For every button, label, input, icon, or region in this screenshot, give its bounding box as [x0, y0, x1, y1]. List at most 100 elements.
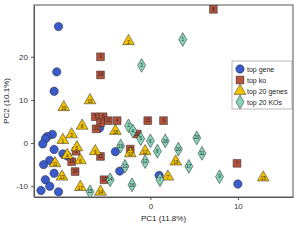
point-label: 12 [98, 154, 104, 159]
point-label: 3 [99, 54, 102, 59]
point [174, 142, 182, 156]
legend-label: top ko [247, 77, 266, 85]
point-label: 9 [94, 150, 97, 155]
point [68, 158, 76, 166]
point-label: 14 [108, 177, 114, 182]
point-label: 7 [159, 177, 162, 182]
point-label: 11 [200, 151, 205, 156]
point-label: 16 [87, 99, 93, 104]
legend-symbol [236, 95, 244, 109]
point [234, 180, 242, 188]
point [50, 87, 58, 95]
point-label: 2 [127, 123, 130, 128]
point-label: 9 [218, 174, 221, 179]
plot-frame [34, 5, 293, 197]
point-label: 12 [143, 159, 149, 164]
point [76, 119, 88, 129]
point-label: 8 [212, 7, 215, 12]
point [74, 180, 86, 190]
y-axis: -1001020 [16, 6, 34, 198]
point [156, 173, 164, 187]
tick-label: 10 [234, 202, 243, 211]
legend: top genetop kotop 20 genestop 20 KOs [232, 61, 292, 109]
point-label: 15 [87, 189, 93, 194]
point [95, 185, 107, 195]
point [162, 170, 174, 180]
point-label: 10 [176, 147, 182, 152]
point [53, 68, 61, 76]
point-label: 6 [102, 114, 105, 119]
point-label: 7 [167, 175, 170, 180]
point-label: 11 [53, 162, 58, 167]
point [58, 100, 70, 110]
point [97, 71, 105, 79]
plot: 010-100102083145611213415920116181219717… [16, 5, 293, 211]
point [138, 59, 146, 73]
point [109, 124, 121, 134]
point [61, 148, 73, 158]
point-label: 19 [118, 144, 124, 149]
point-label: 1 [62, 139, 65, 144]
point [106, 173, 114, 187]
point [144, 117, 152, 125]
point-label: 5 [94, 114, 97, 119]
point-label: 4 [116, 118, 119, 123]
point-label: 2 [99, 120, 102, 125]
point [124, 147, 136, 157]
point [66, 128, 78, 138]
point-label: 5 [76, 146, 79, 151]
point [123, 34, 135, 44]
legend-symbol [234, 84, 246, 94]
point [146, 134, 154, 148]
tick: 10 [234, 197, 243, 211]
tick: 0 [24, 139, 34, 148]
point-label: 17 [128, 147, 134, 152]
point-label: 16 [69, 159, 75, 164]
point [160, 117, 168, 125]
point-label: 20 [61, 106, 67, 111]
point-label: 12 [143, 150, 149, 155]
point-label: 14 [98, 190, 104, 195]
point-label: 4 [132, 129, 135, 134]
point [193, 131, 201, 145]
point [56, 170, 68, 180]
point [257, 171, 269, 181]
point-label: 3 [140, 63, 143, 68]
point-label: 5 [139, 136, 142, 141]
point-label: 11 [106, 118, 111, 123]
point [210, 5, 218, 13]
point-label: 6 [149, 139, 152, 144]
legend-label: top gene [247, 66, 274, 74]
point [117, 139, 125, 153]
point-label: 9 [162, 118, 165, 123]
point-label: 15 [261, 176, 267, 181]
point-label: 13 [59, 175, 65, 180]
point-label: 6 [79, 159, 82, 164]
point [161, 134, 169, 148]
chart: 010-100102083145611213415920116181219717… [0, 0, 300, 225]
point-label: 7 [236, 161, 239, 166]
point [105, 117, 113, 125]
point-label: 13 [94, 126, 100, 131]
point-label: 10 [128, 152, 134, 157]
point-label: 18 [113, 130, 119, 135]
tick: 10 [19, 96, 34, 105]
legend-label: top 20 KOs [247, 99, 283, 107]
point-label: 19 [101, 177, 107, 182]
point [50, 169, 58, 177]
tick-label: 0 [149, 202, 154, 211]
point [54, 22, 62, 30]
point [185, 159, 193, 173]
point [216, 170, 224, 184]
tick: 0 [149, 197, 154, 211]
point [74, 154, 86, 164]
tick-label: 10 [19, 96, 28, 105]
point [37, 186, 45, 194]
y-axis-title: PC2 (10.1%) [2, 78, 11, 124]
point-label: 8 [156, 149, 159, 154]
point [113, 117, 121, 125]
point [49, 157, 61, 167]
point [233, 159, 241, 167]
point [39, 160, 47, 168]
point [198, 147, 206, 161]
